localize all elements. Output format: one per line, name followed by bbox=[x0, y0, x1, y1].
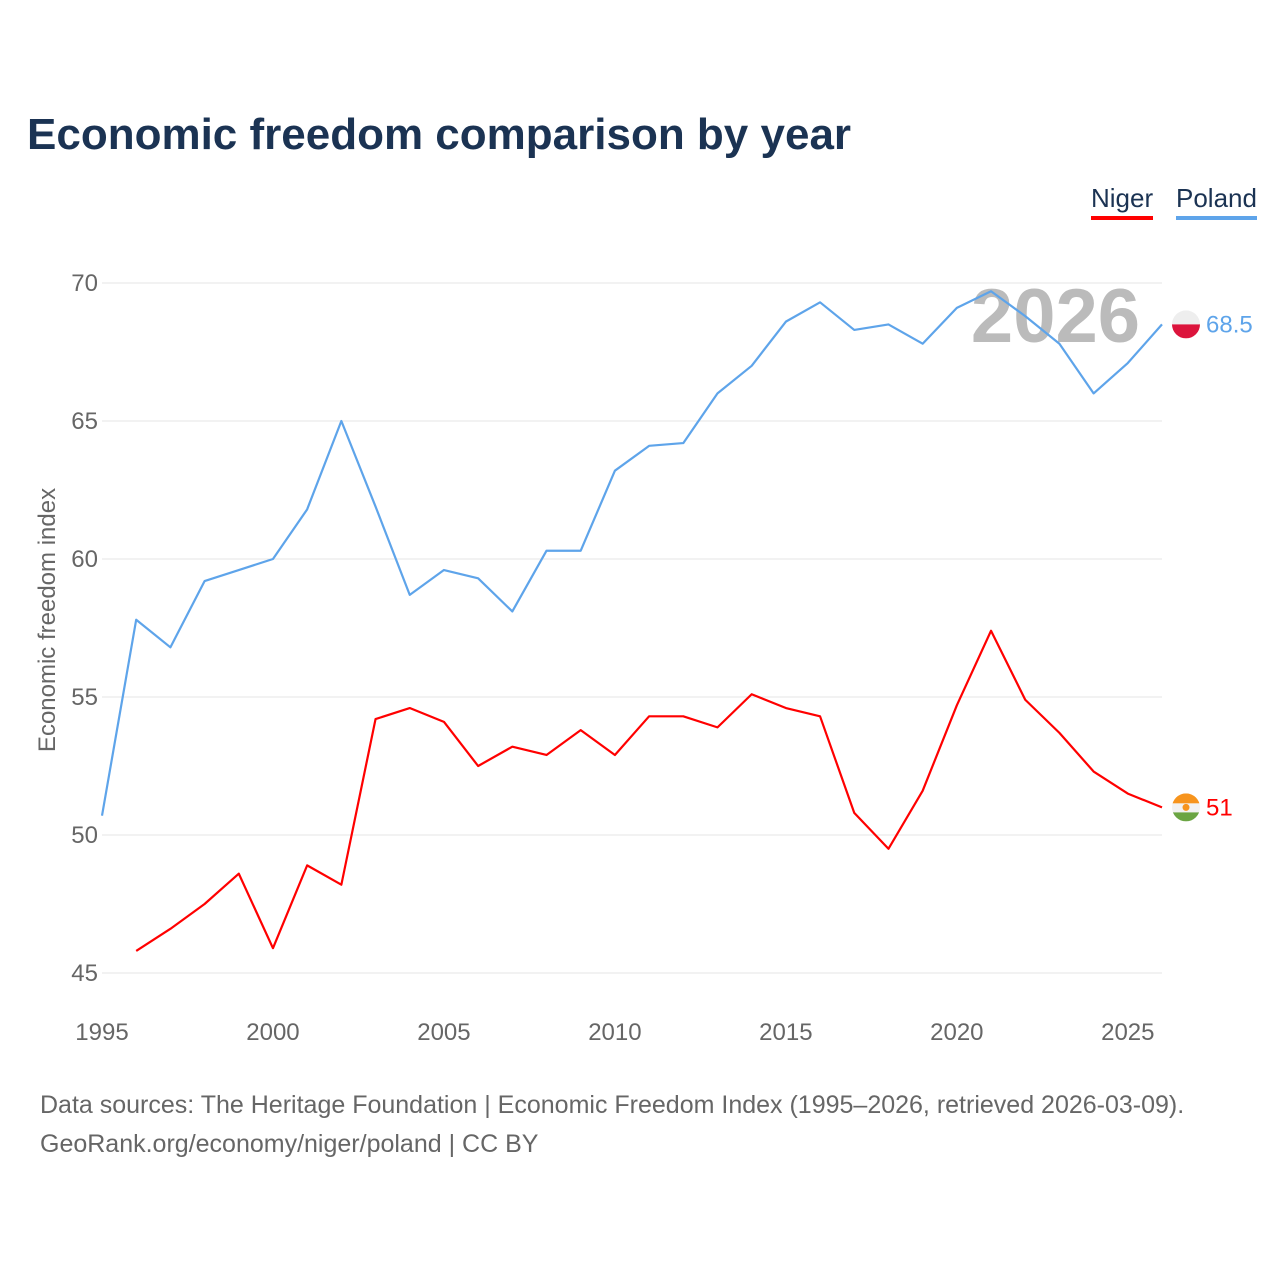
y-tick-label: 70 bbox=[71, 270, 98, 297]
footer-sources: Data sources: The Heritage Foundation | … bbox=[40, 1091, 1185, 1119]
series-line-niger bbox=[135, 629, 1163, 952]
chart-title: Economic freedom comparison by year bbox=[27, 110, 852, 159]
niger-flag-icon bbox=[1172, 793, 1200, 822]
legend-item-poland[interactable]: Poland bbox=[1176, 183, 1257, 220]
series-line-poland bbox=[100, 290, 1163, 816]
y-tick-label: 45 bbox=[71, 960, 98, 987]
x-tick-label: 2015 bbox=[759, 1019, 812, 1046]
end-value-label: 68.5 bbox=[1206, 311, 1253, 338]
flag-stripe bbox=[1172, 310, 1200, 325]
x-tick-label: 2005 bbox=[417, 1019, 470, 1046]
footer-link[interactable]: GeoRank.org/economy/niger/poland | CC BY bbox=[40, 1130, 539, 1158]
y-tick-label: 60 bbox=[71, 546, 98, 573]
x-tick-label: 1995 bbox=[75, 1019, 128, 1046]
x-tick-label: 2020 bbox=[930, 1019, 983, 1046]
y-tick-label: 65 bbox=[71, 408, 98, 435]
x-tick-label: 2000 bbox=[246, 1019, 299, 1046]
x-tick-label: 2025 bbox=[1101, 1019, 1154, 1046]
footer: Data sources: The Heritage Foundation | … bbox=[40, 1086, 1184, 1164]
flag-stripe bbox=[1172, 793, 1200, 804]
flag-emblem bbox=[1182, 803, 1190, 811]
year-watermark: 2026 bbox=[971, 274, 1140, 359]
y-tick-label: 55 bbox=[71, 684, 98, 711]
y-tick-label: 50 bbox=[71, 822, 98, 849]
flag-stripe bbox=[1172, 324, 1200, 339]
legend-item-niger[interactable]: Niger bbox=[1091, 183, 1154, 220]
flag-stripe bbox=[1172, 812, 1200, 822]
poland-flag-icon bbox=[1172, 310, 1200, 339]
end-value-label: 51 bbox=[1206, 794, 1233, 821]
x-tick-label: 2010 bbox=[588, 1019, 641, 1046]
y-axis-label: Economic freedom index bbox=[34, 488, 61, 752]
